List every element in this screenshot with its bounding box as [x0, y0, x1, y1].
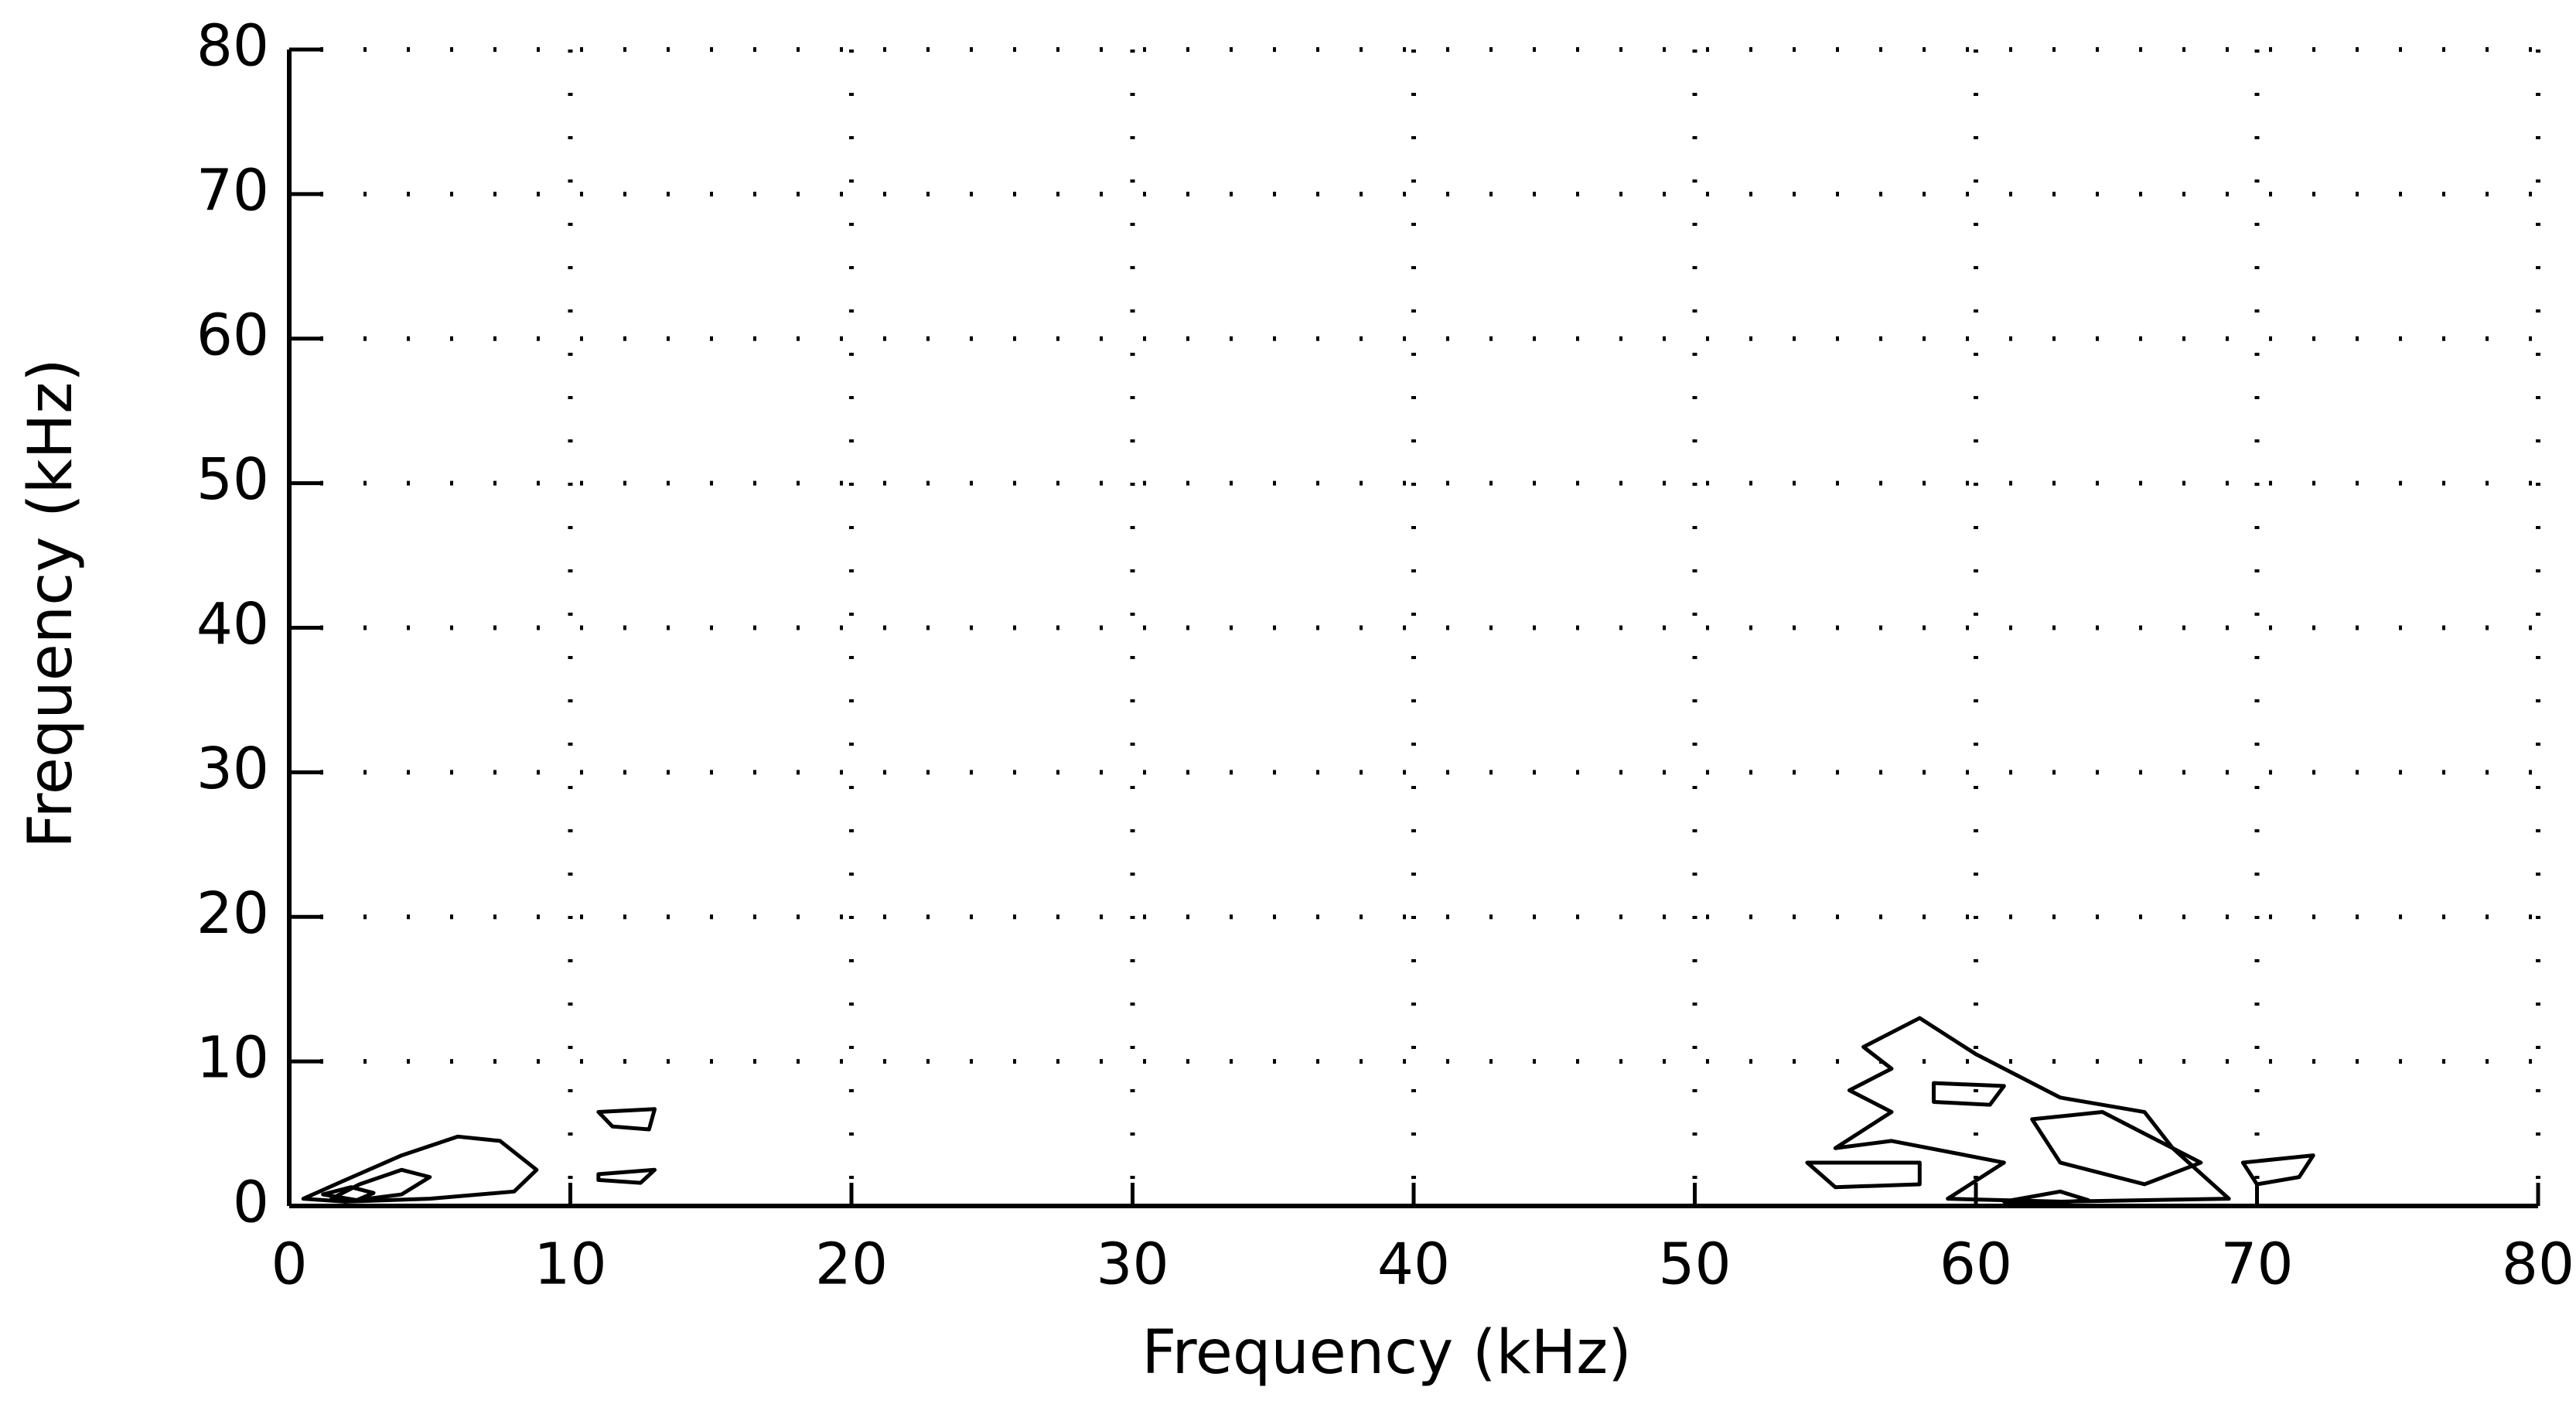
y-tick-label: 40: [196, 591, 269, 658]
contour-line: [596, 1167, 657, 1185]
contour-line: [301, 1134, 539, 1204]
contour-line: [596, 1107, 657, 1132]
y-tick-label: 70: [196, 157, 269, 224]
x-tick-label: 20: [815, 1231, 888, 1298]
x-tick-label: 50: [1658, 1231, 1731, 1298]
y-tick-label: 20: [196, 880, 269, 947]
y-tick-label: 60: [196, 302, 269, 368]
y-tick-label: 80: [196, 13, 269, 80]
contour-line: [1805, 1160, 1922, 1190]
y-axis-label: Frequency (kHz): [16, 358, 86, 848]
x-tick-label: 40: [1377, 1231, 1450, 1298]
x-axis-label: Frequency (kHz): [1141, 1318, 1631, 1388]
contour-line: [321, 1185, 376, 1203]
x-tick-label: 30: [1096, 1231, 1169, 1298]
contour-line: [1931, 1081, 2006, 1107]
contour-line: [329, 1167, 432, 1204]
y-tick-label: 0: [233, 1170, 269, 1236]
contour-line: [2240, 1153, 2315, 1187]
x-tick-label: 70: [2220, 1231, 2293, 1298]
y-tick-label: 50: [196, 446, 269, 513]
contour-line: [2001, 1189, 2090, 1207]
contour-line: [2030, 1110, 2203, 1187]
x-tick-label: 80: [2502, 1231, 2574, 1298]
x-tick-label: 0: [271, 1231, 307, 1298]
x-tick-label: 10: [534, 1231, 606, 1298]
y-tick-label: 30: [196, 736, 269, 802]
y-tick-label: 10: [196, 1025, 269, 1091]
x-tick-label: 60: [1940, 1231, 2012, 1298]
